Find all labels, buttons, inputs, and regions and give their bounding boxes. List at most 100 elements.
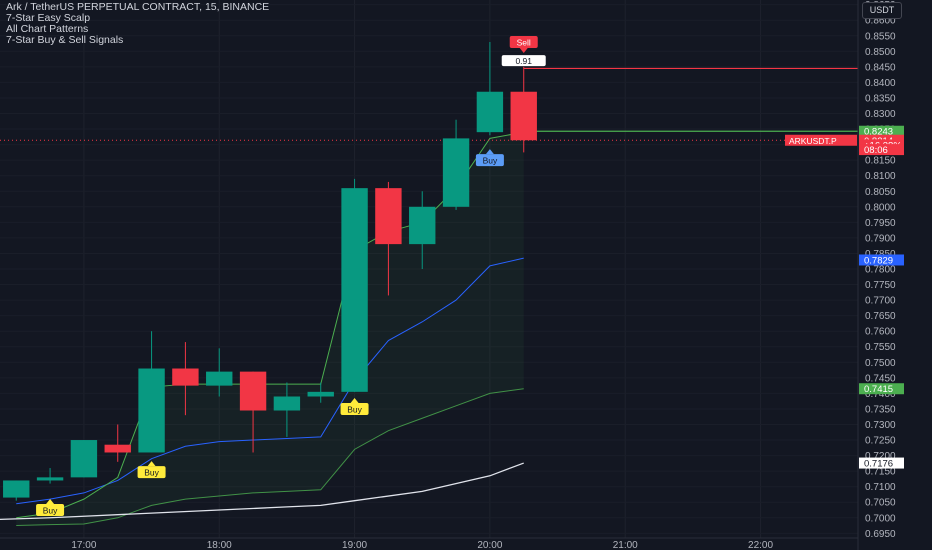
candle-body [375, 188, 402, 245]
indicator-lines [0, 131, 524, 527]
price-tick-label: 0.8350 [865, 93, 896, 104]
white-line [0, 462, 524, 520]
price-tick-label: 0.7850 [865, 249, 896, 260]
time-tick-label: 19:00 [342, 540, 367, 550]
candle-body [70, 440, 98, 478]
price-tick-label: 0.7200 [865, 451, 896, 462]
candle-body [510, 91, 537, 141]
time-tick-label: 18:00 [207, 540, 232, 550]
price-label-text: 0.7176 [864, 459, 893, 470]
price-tick-label: 0.7550 [865, 342, 896, 353]
price-tick-label: 0.7400 [865, 389, 896, 400]
price-label-bg [859, 125, 904, 137]
price-label-bg [859, 457, 904, 469]
candle-body [3, 480, 30, 498]
time-tick-label: 17:00 [71, 540, 96, 550]
time-axis[interactable]: 17:00 18:00 19:00 20:00 21:00 22:00 [0, 537, 858, 550]
signal-text: Buy [144, 468, 159, 478]
signal-yellow: Buy [36, 499, 65, 517]
signal-arrow [46, 499, 55, 505]
signal-box [36, 504, 65, 517]
price-tick-label: 0.8600 [865, 16, 896, 27]
price-label: 0.8243 [859, 125, 904, 138]
symbol-tag-bg [785, 134, 857, 146]
price-label-text: 08:06 [864, 145, 888, 156]
price-axis-labels: 0.82430.8214+16.38%08:060.78290.74150.71… [785, 125, 904, 470]
price-tick-label: 0.8000 [865, 202, 896, 213]
signal-yellow: Buy [137, 461, 166, 479]
price-tick-label: 0.7650 [865, 311, 896, 322]
signal-arrow [485, 149, 494, 155]
time-tick-label: 21:00 [613, 540, 638, 550]
indicator-easy-scalp[interactable]: 7-Star Easy Scalp [6, 12, 91, 24]
price-label: 0.7176 [859, 457, 904, 470]
candle-body [341, 188, 368, 392]
price-label: 0.7829 [859, 254, 904, 266]
time-tick-label: 22:00 [748, 540, 773, 550]
price-tick-label: 0.7450 [865, 373, 896, 384]
signal-text: 0.91 [515, 56, 532, 66]
price-tick-label: 0.7350 [865, 404, 896, 415]
price-tick-label: 0.7150 [865, 467, 896, 478]
price-tick-label: 0.8450 [865, 62, 896, 73]
signal-blue: Buy [475, 149, 504, 167]
candles [3, 41, 537, 501]
price-label-text: 0.7415 [864, 384, 893, 395]
symbol-tag: ARKUSDT.P [785, 134, 857, 146]
price-tick-label: 0.7950 [865, 218, 896, 229]
signal-box [137, 466, 166, 479]
candle-body [307, 391, 334, 397]
signal-box [509, 35, 538, 48]
price-label-text: 0.8243 [864, 127, 893, 138]
signal-yellow: Buy [340, 397, 369, 415]
price-label-text: 0.7829 [864, 255, 893, 266]
price-label: 08:06 [859, 144, 904, 156]
price-tick-label: 0.7800 [865, 265, 896, 276]
signal-box [340, 402, 369, 415]
price-tick-label: 0.8500 [865, 47, 896, 58]
price-tick-label: 0.7050 [865, 498, 896, 509]
horizontal-levels [0, 67, 858, 141]
price-tick-label: 0.7700 [865, 296, 896, 307]
signal-red: Sell [509, 35, 538, 53]
price-label: 0.7415 [859, 383, 904, 395]
symbol-tag-text: ARKUSDT.P [789, 136, 837, 146]
candle-body [273, 396, 301, 411]
indicator-chart-patterns[interactable]: All Chart Patterns [6, 23, 89, 35]
price-tick-label: 0.8300 [865, 109, 896, 120]
price-tick-label: 0.7750 [865, 280, 896, 291]
signal-box [501, 55, 546, 67]
price-label-bg [859, 254, 904, 266]
candle-body [206, 371, 233, 386]
time-tick-label: 20:00 [477, 540, 502, 550]
currency-button[interactable]: USDT [862, 2, 902, 19]
signal-arrow [519, 47, 528, 53]
price-tick-label: 0.7300 [865, 420, 896, 431]
indicator-buy-sell-signals[interactable]: 7-Star Buy & Sell Signals [6, 34, 124, 46]
candle-body [239, 371, 267, 411]
price-tick-label: 0.7100 [865, 482, 896, 493]
price-tick-label: 0.7900 [865, 233, 896, 244]
candle-body [442, 138, 470, 207]
price-tick-label: 0.8400 [865, 78, 896, 89]
candle-body [104, 444, 131, 453]
signal-text: Sell [517, 37, 531, 47]
green_lower-line [16, 388, 524, 527]
price-label-bg [859, 383, 904, 395]
price-tick-label: 0.8150 [865, 156, 896, 167]
signal-arrow [350, 397, 359, 403]
green_upper-line [16, 131, 524, 519]
candle-body [138, 368, 165, 453]
signal-arrow [147, 461, 156, 467]
candle-body [409, 206, 436, 245]
price-tick-label: 0.6950 [865, 529, 896, 540]
price-tick-label: 0.7000 [865, 513, 896, 524]
signal-text: Buy [347, 404, 362, 414]
price-label-bg [859, 144, 904, 156]
signal-white: 0.91 [501, 55, 546, 67]
price-tick-label: 0.8050 [865, 187, 896, 198]
price-tick-label: 0.7600 [865, 327, 896, 338]
candle-body [172, 368, 199, 386]
